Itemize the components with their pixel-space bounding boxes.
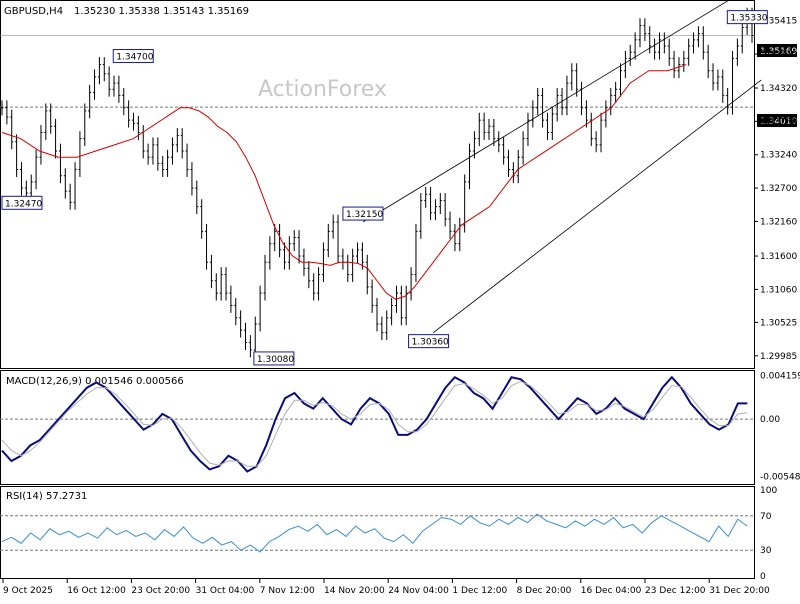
axes-layer: 1.35415 1.34870 1.34320 1.33780 1.33240 1.327… <box>2 16 797 596</box>
time-tick-label: 14 Nov 20:00 <box>324 586 385 596</box>
time-tick-label: 8 Dec 20:00 <box>517 586 572 596</box>
price-annotation-label: 1.30360 <box>412 338 449 348</box>
macd-signal-line <box>1 380 748 467</box>
macd-tick-label: 0.00 <box>760 415 780 425</box>
time-tick-label: 9 Oct 2025 <box>3 586 53 596</box>
price-tick-label: 1.31060 <box>760 285 797 295</box>
time-tick-label: 16 Oct 12:00 <box>67 586 126 596</box>
price-annotation-box <box>342 206 384 221</box>
time-tick-label: 31 Dec 20:00 <box>709 586 770 596</box>
price-annotation-box <box>1 195 43 210</box>
rsi-tick-label: 30 <box>760 546 772 556</box>
price-annotation-label: 1.30080 <box>257 355 294 365</box>
price-tick-label: 1.32700 <box>760 184 797 194</box>
price-annotation-label: 1.35330 <box>730 14 767 24</box>
rsi-tick-label: 100 <box>760 486 777 496</box>
current-price-box <box>757 44 797 57</box>
price-annotation-box <box>408 334 450 349</box>
macd-panel-frame <box>0 370 755 485</box>
time-tick-label: 23 Dec 12:00 <box>645 586 706 596</box>
level-price-box <box>757 114 797 127</box>
macd-layer: 0.004159 0.00 -0.005485 <box>0 372 800 483</box>
macd-line <box>1 375 748 473</box>
price-tick-label: 1.29985 <box>760 352 797 362</box>
price-annotation-label: 1.34700 <box>116 53 153 63</box>
price-annotation-box <box>253 351 295 366</box>
price-annotation-box <box>726 10 768 25</box>
price-annotation-box <box>112 49 154 64</box>
time-tick-label: 7 Nov 12:00 <box>260 586 315 596</box>
price-tick-label: 1.34320 <box>760 84 797 94</box>
channel-upper <box>362 0 730 223</box>
price-tick-label: 1.35415 <box>760 16 797 26</box>
rsi-line <box>1 513 748 553</box>
rsi-title: RSI(14) 57.2731 <box>6 491 87 502</box>
time-tick-label: 1 Dec 12:00 <box>452 586 507 596</box>
ohlc-values: 1.35230 1.35338 1.35143 1.35169 <box>74 6 249 17</box>
price-tick-label: 1.33240 <box>760 151 797 161</box>
price-layer <box>0 0 762 358</box>
annotations-layer: 1.34700 1.32470 1.32150 1.30080 1.30360 1.353… <box>1 10 768 366</box>
macd-tick-label: -0.005485 <box>760 473 800 483</box>
price-tick-label: 1.31600 <box>760 252 797 262</box>
time-tick-label: 31 Oct 04:00 <box>196 586 255 596</box>
time-tick-label: 23 Oct 20:00 <box>131 586 190 596</box>
symbol-label: GBPUSD,H4 <box>4 6 63 17</box>
ma-line <box>1 64 687 300</box>
level-price-label: 1.34010 <box>760 117 797 127</box>
price-tick-label: 1.30525 <box>760 318 797 328</box>
price-annotation-label: 1.32150 <box>346 210 383 220</box>
macd-tick-label: 0.004159 <box>760 372 800 382</box>
current-price-label: 1.35169 <box>760 47 797 57</box>
macd-title: MACD(12,26,9) 0.001546 0.000566 <box>6 376 184 387</box>
time-tick-label: 24 Nov 04:00 <box>388 586 449 596</box>
rsi-panel-frame <box>0 486 755 579</box>
price-panel-frame <box>0 0 755 369</box>
price-tick-label: 1.34870 <box>760 50 797 60</box>
watermark: ActionForex <box>258 77 387 102</box>
price-tick-label: 1.33780 <box>760 117 797 127</box>
time-tick-label: 16 Dec 04:00 <box>581 586 642 596</box>
rsi-layer: 100 70 30 0 <box>0 486 777 582</box>
rsi-tick-label: 70 <box>760 512 772 522</box>
channel-lower <box>433 79 762 333</box>
rsi-tick-label: 0 <box>760 572 766 582</box>
price-tick-label: 1.32160 <box>760 217 797 227</box>
price-annotation-label: 1.32470 <box>5 199 42 209</box>
